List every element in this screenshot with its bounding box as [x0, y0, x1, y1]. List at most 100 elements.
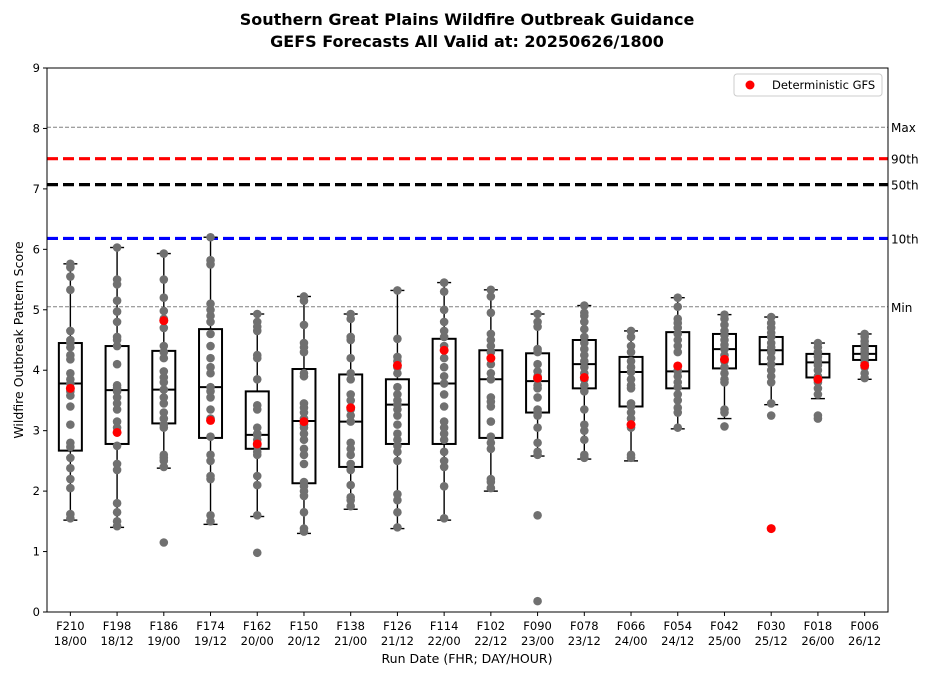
deterministic-gfs-point	[159, 316, 169, 326]
x-tick-label-day-hour: 22/12	[474, 634, 507, 648]
y-tick-label: 3	[33, 424, 40, 438]
ensemble-member-point	[159, 275, 169, 284]
ensemble-member-point	[439, 429, 449, 438]
reference-lines: Max 90th 50th 10th Min	[47, 121, 919, 315]
ensemble-member-point	[439, 305, 449, 315]
x-tick-label-day-hour: 18/00	[54, 634, 87, 648]
y-tick-label: 1	[33, 545, 40, 559]
ensemble-member-point	[626, 326, 636, 336]
ensemble-member-point	[206, 368, 215, 378]
ensemble-member-point	[346, 450, 355, 460]
ensemble-member-point	[112, 498, 122, 508]
y-tick-label: 9	[33, 61, 40, 75]
ensemble-member-point	[206, 432, 215, 442]
box-group-f090	[525, 309, 551, 606]
ensemble-member-point	[486, 417, 496, 426]
ensemble-member-point	[673, 423, 683, 432]
x-tick-label-day-hour: 23/00	[521, 634, 554, 648]
ensemble-member-point	[66, 263, 75, 272]
deterministic-gfs-point	[626, 420, 636, 430]
ensemble-member-point	[206, 517, 215, 526]
ensemble-member-point	[626, 384, 636, 393]
ensemble-member-point	[206, 232, 215, 242]
x-tick-label-fhr: F066	[617, 619, 646, 633]
box-group-f162	[244, 309, 270, 558]
ensemble-member-point	[112, 459, 122, 469]
ensemble-member-point	[673, 293, 683, 302]
ensemble-member-point	[720, 408, 729, 417]
ensemble-member-point	[159, 423, 169, 432]
x-tick-label-day-hour: 22/00	[428, 634, 461, 648]
ensemble-member-point	[112, 359, 122, 369]
ensemble-member-point	[346, 353, 355, 363]
ensemble-member-point	[673, 341, 683, 351]
ensemble-member-point	[766, 353, 776, 363]
ensemble-member-point	[206, 362, 215, 372]
ensemble-member-point	[486, 374, 496, 384]
ensemble-member-point	[393, 495, 402, 505]
ensemble-member-point	[439, 462, 449, 472]
ensemble-member-point	[112, 341, 122, 351]
ensemble-member-point	[346, 374, 355, 384]
x-tick-label-fhr: F114	[430, 619, 459, 633]
x-tick-label-day-hour: 19/12	[194, 634, 227, 648]
x-tick-label-day-hour: 25/00	[708, 634, 741, 648]
ensemble-member-point	[206, 456, 215, 466]
ensemble-member-point	[486, 341, 496, 351]
ensemble-member-point	[66, 355, 75, 364]
ensemble-member-point	[66, 514, 75, 523]
ensemble-member-point	[393, 390, 402, 399]
ensemble-member-point	[159, 367, 169, 376]
ensemble-member-point	[252, 471, 262, 481]
x-tick-label-day-hour: 20/12	[287, 634, 320, 648]
x-tick-label-fhr: F210	[56, 619, 85, 633]
ensemble-member-point	[533, 347, 542, 357]
box-group-f210	[57, 259, 83, 523]
ensemble-member-point	[206, 305, 215, 315]
ensemble-member-point	[66, 442, 75, 452]
ensemble-member-point	[626, 453, 636, 463]
ensemble-member-point	[439, 423, 449, 432]
box-group-f042	[711, 310, 737, 431]
ensemble-member-point	[533, 510, 542, 520]
ensemble-member-point	[673, 302, 683, 312]
chart-title: Southern Great Plains Wildfire Outbreak …	[240, 10, 695, 29]
ensemble-member-point	[346, 438, 355, 448]
box-plots	[57, 232, 878, 606]
ensemble-member-point	[299, 435, 309, 445]
ensemble-member-point	[626, 332, 636, 342]
ensemble-member-point	[580, 324, 589, 334]
ensemble-member-point	[673, 329, 683, 339]
ensemble-member-point	[299, 429, 309, 438]
x-tick-label-fhr: F018	[804, 619, 833, 633]
ensemble-member-point	[580, 381, 589, 390]
ensemble-member-point	[299, 320, 309, 330]
x-tick-label-day-hour: 18/12	[101, 634, 134, 648]
ensemble-member-point	[346, 390, 355, 399]
ensemble-member-point	[346, 501, 355, 511]
ensemble-member-point	[766, 359, 776, 369]
ensemble-member-point	[346, 465, 355, 475]
ensemble-member-point	[580, 453, 589, 463]
x-tick-label-fhr: F198	[103, 619, 132, 633]
ensemble-member-point	[159, 347, 169, 357]
legend-label-deterministic-gfs: Deterministic GFS	[772, 78, 875, 92]
ensemble-member-point	[439, 402, 449, 411]
ensemble-member-point	[159, 538, 169, 547]
ensemble-member-point	[813, 390, 823, 399]
deterministic-gfs-point	[439, 345, 449, 355]
ensemble-member-point	[159, 414, 169, 423]
ensemble-member-point	[486, 292, 496, 301]
ensemble-member-point	[673, 335, 683, 345]
ensemble-member-point	[346, 314, 355, 324]
ensemble-member-point	[439, 447, 449, 457]
ensemble-member-point	[346, 368, 355, 378]
ensemble-member-point	[66, 474, 75, 484]
reference-label-10th: 10th	[891, 232, 919, 246]
ensemble-member-point	[720, 368, 729, 378]
ensemble-member-point	[580, 405, 589, 414]
ensemble-member-point	[66, 326, 75, 336]
ensemble-member-point	[299, 450, 309, 460]
ensemble-member-point	[252, 374, 262, 384]
